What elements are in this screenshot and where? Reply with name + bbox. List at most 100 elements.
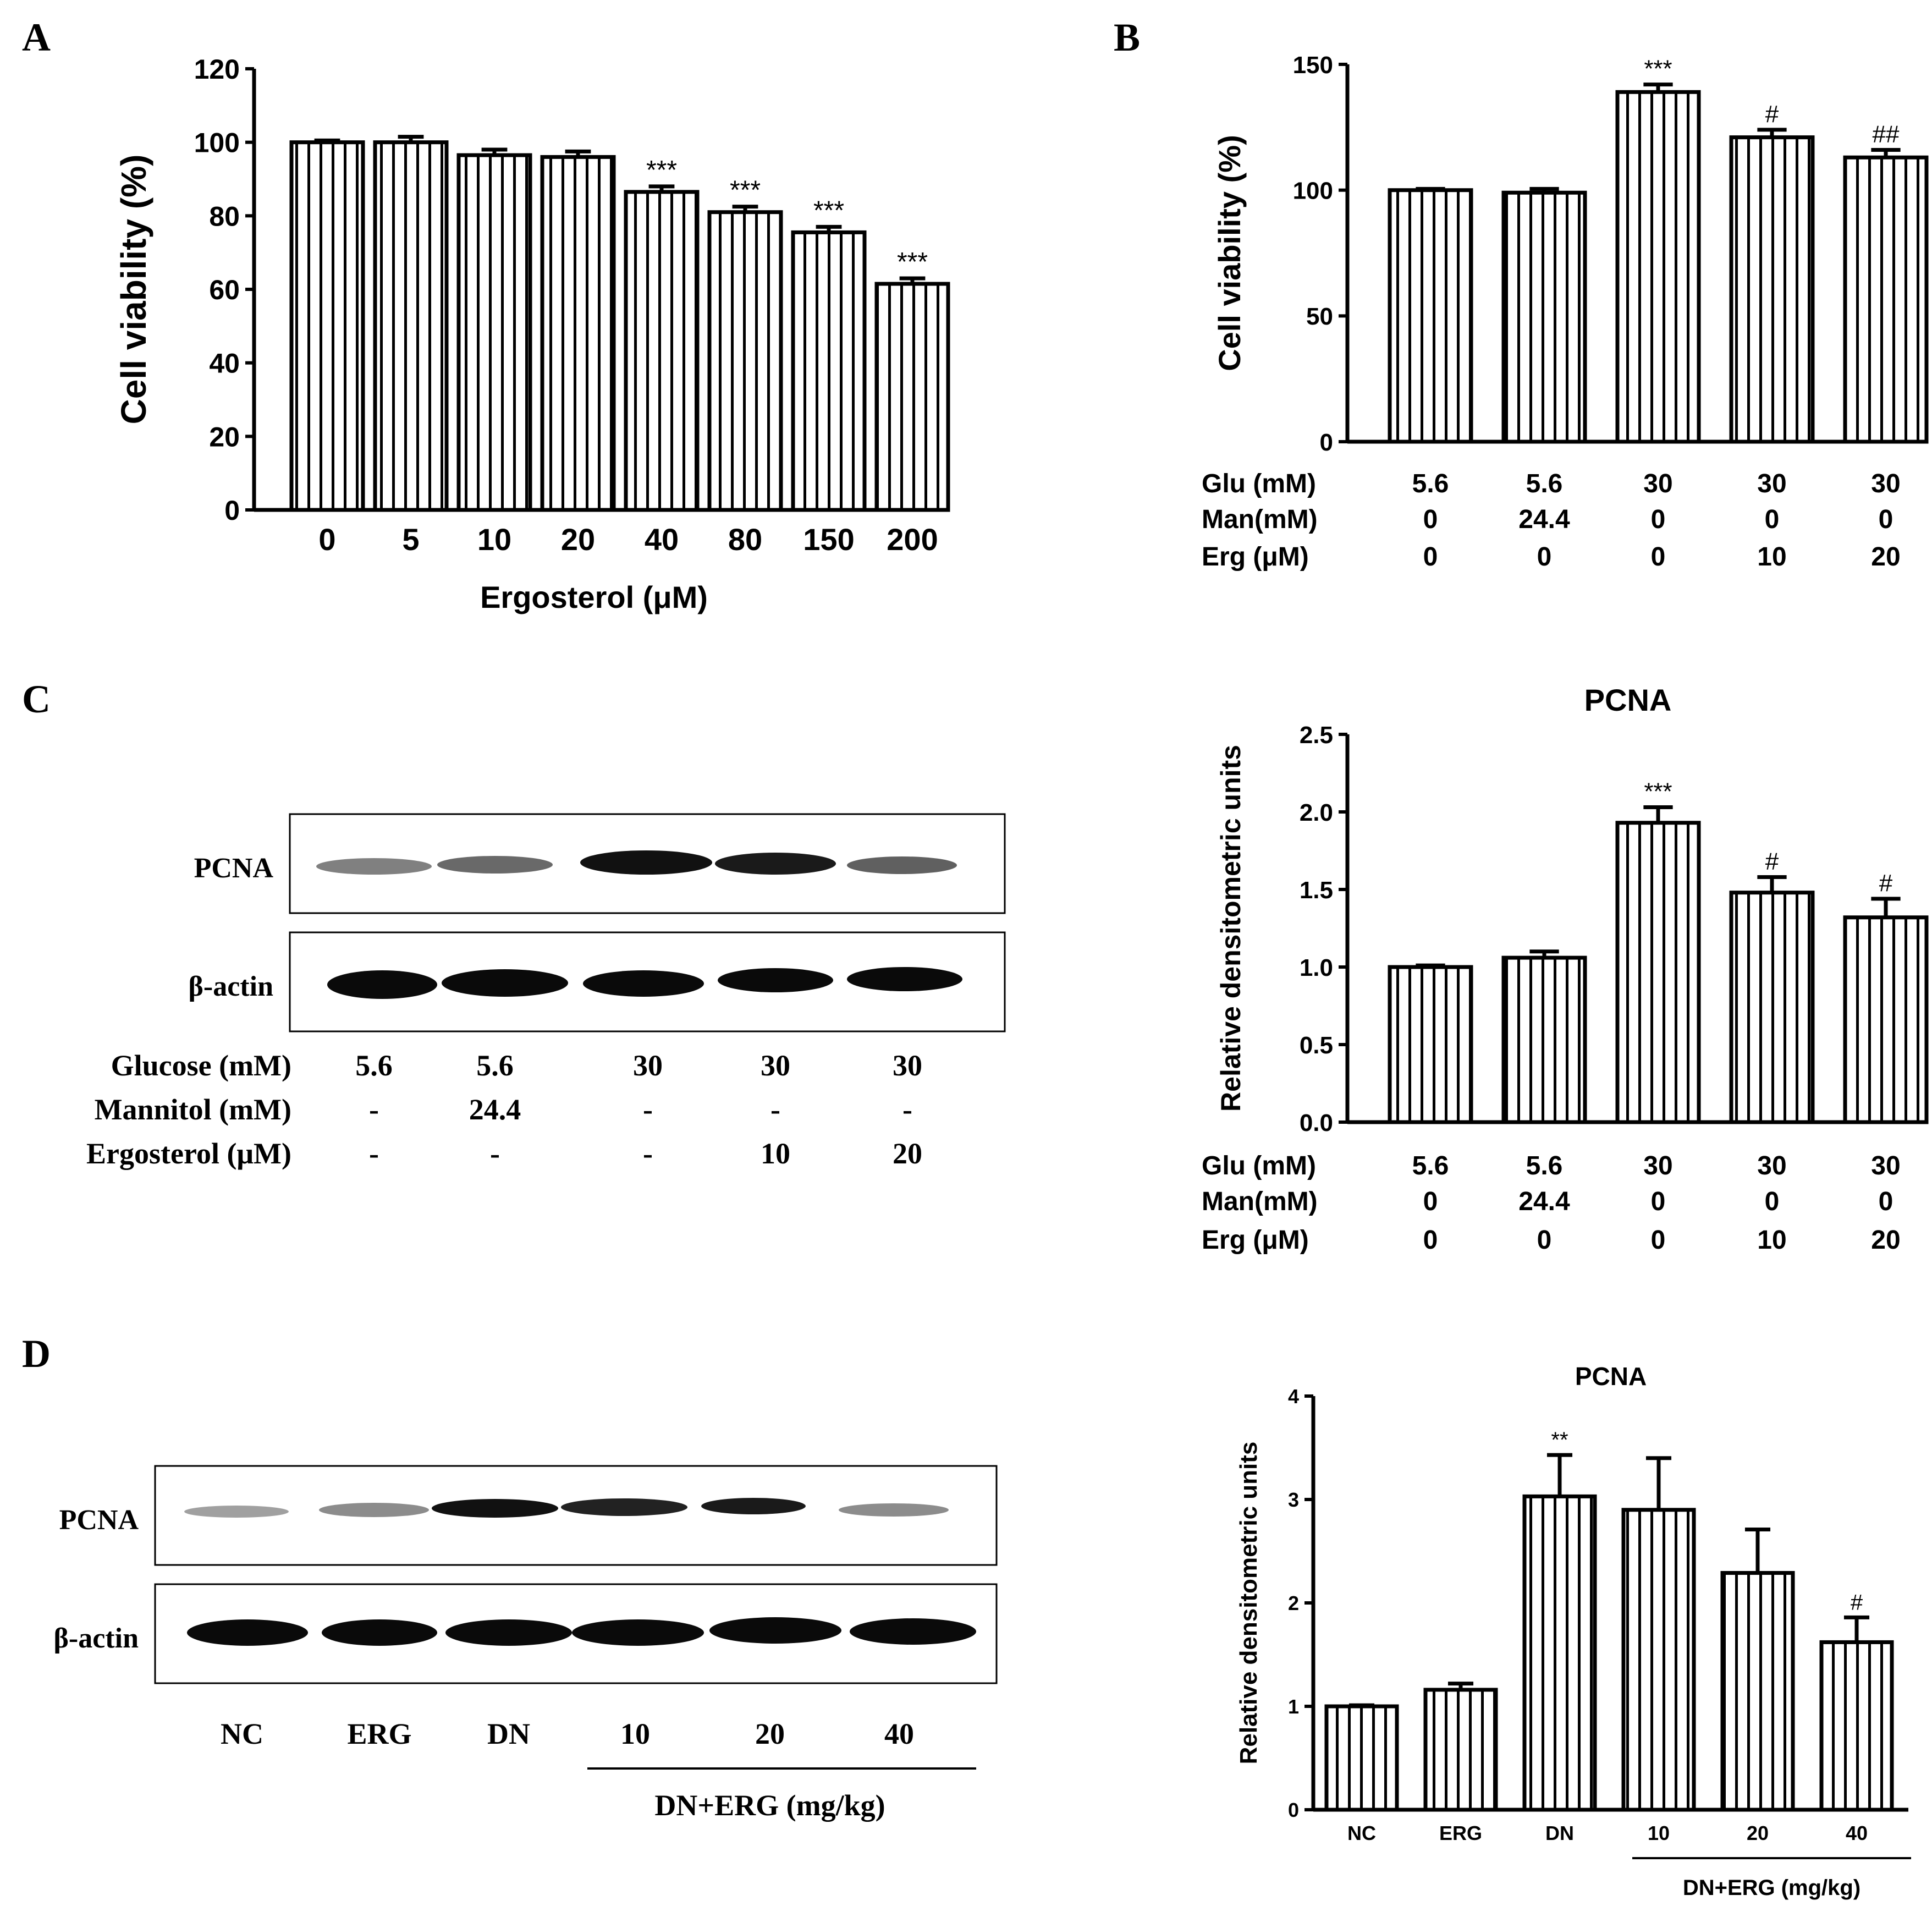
blot-c-condition-value: -: [643, 1137, 653, 1170]
c-significance-label: #: [1765, 848, 1779, 875]
a-x-tick-label: 10: [477, 522, 511, 557]
d-bar: [1621, 1508, 1696, 1812]
blot-c-condition-value: 24.4: [469, 1093, 521, 1126]
a-bar: [874, 282, 950, 512]
b-y-tick-label: 150: [1293, 52, 1333, 79]
c-condition-value: 30: [1871, 1151, 1900, 1180]
d-bar: [1423, 1688, 1498, 1812]
c-condition-value: 0: [1651, 1187, 1666, 1216]
a-significance-label: ***: [646, 156, 677, 185]
c-condition-value: 30: [1757, 1151, 1786, 1180]
a-y-tick-label: 100: [194, 128, 240, 158]
c-chart-title: PCNA: [1584, 683, 1672, 717]
c-bar: [1501, 955, 1587, 1124]
d-significance-label: #: [1851, 1590, 1863, 1614]
blot-c-pcna-band-5: [847, 856, 957, 874]
a-bar: [289, 140, 365, 512]
blot-d-row-label-pcna: PCNA: [59, 1504, 139, 1536]
c-condition-value: 30: [1643, 1151, 1672, 1180]
a-x-tick-label: 0: [318, 522, 335, 557]
c-condition-value: 0: [1765, 1187, 1780, 1216]
b-bar: [1501, 190, 1587, 444]
blot-c-actin-band-5: [847, 967, 962, 991]
b-bar: [1615, 90, 1701, 444]
c-condition-value: 0: [1423, 1187, 1438, 1216]
b-significance-label: ***: [1644, 56, 1672, 83]
blot-c-condition-value: -: [643, 1093, 653, 1126]
c-condition-label: Man(mM): [1202, 1187, 1318, 1216]
c-condition-value: 0: [1651, 1226, 1666, 1255]
c-y-tick-label: 0.5: [1300, 1032, 1333, 1059]
b-y-tick-label: 50: [1306, 303, 1333, 330]
a-x-tick-label: 150: [803, 522, 854, 557]
a-bar: [373, 140, 449, 512]
blot-d-pcna-box: [154, 1465, 998, 1566]
blot-c-conditions: Glucose (mM) 5.6 5.6 30 30 30 Mannitol (mM) - 24…: [86, 1049, 922, 1170]
b-condition-value: 0: [1765, 505, 1780, 534]
blot-d-actin-band-2: [322, 1619, 437, 1646]
blot-d-pcna-band-4: [561, 1498, 687, 1516]
b-condition-value: 20: [1871, 542, 1900, 572]
d-x-tick-label: 20: [1747, 1822, 1769, 1844]
blot-d-lane-label: 40: [884, 1717, 914, 1750]
c-condition-label: Glu (mM): [1202, 1151, 1316, 1180]
blot-d-actin-band-5: [709, 1617, 841, 1644]
blot-c-pcna-band-2: [437, 856, 553, 874]
blot-d-actin-band-4: [572, 1619, 704, 1646]
a-significance-label: ***: [813, 196, 844, 225]
c-y-tick-label: 2.5: [1300, 722, 1333, 749]
c-condition-value: 10: [1757, 1226, 1786, 1255]
c-bar: [1388, 965, 1473, 1124]
blot-c-row-label-actin: β-actin: [189, 971, 274, 1002]
a-x-tick-label: 200: [887, 522, 938, 557]
b-condition-value: 24.4: [1518, 505, 1570, 534]
d-bar: [1522, 1494, 1597, 1812]
d-significance-label: **: [1551, 1428, 1568, 1452]
a-bar: [707, 210, 783, 512]
a-bar: [456, 153, 532, 512]
c-condition-label: Erg (μM): [1202, 1226, 1309, 1255]
b-significance-label: #: [1765, 101, 1779, 128]
b-bar: [1843, 155, 1929, 444]
panel-letter-b: B: [1114, 15, 1140, 59]
b-condition-value: 0: [1423, 542, 1438, 572]
blot-d-actin-band-1: [187, 1619, 308, 1646]
d-x-tick-label: 10: [1648, 1822, 1670, 1844]
blot-c-condition-value: 30: [633, 1049, 663, 1082]
a-x-tick-label: 40: [645, 522, 679, 557]
a-x-tick-label: 20: [561, 522, 595, 557]
b-condition-label: Man(mM): [1202, 505, 1318, 534]
c-y-tick-label: 2.0: [1300, 799, 1333, 826]
c-condition-value: 0: [1537, 1226, 1552, 1255]
blot-c-actin-band-1: [327, 970, 437, 999]
blot-c-pcna-band-1: [316, 858, 432, 875]
blot-c-condition-value: 10: [761, 1137, 790, 1170]
c-condition-value: 20: [1871, 1226, 1900, 1255]
western-blot-c: PCNA β-actin Glucose (mM) 5.6 5.6 30 30 30 Man…: [86, 813, 1006, 1170]
blot-c-condition-label: Mannitol (mM): [95, 1093, 291, 1126]
blot-c-condition-value: -: [770, 1093, 780, 1126]
a-bar: [624, 190, 700, 512]
c-condition-value: 0: [1423, 1226, 1438, 1255]
c-significance-label: #: [1879, 870, 1893, 897]
blot-d-pcna-band-1: [184, 1506, 289, 1518]
c-y-tick-label: 1.5: [1300, 877, 1333, 904]
a-bar: [540, 155, 616, 512]
b-condition-label: Glu (mM): [1202, 469, 1316, 498]
blot-c-condition-value: 30: [761, 1049, 790, 1082]
d-bar: [1324, 1704, 1399, 1812]
chart-d: 0 1 2 3 4 Relative densitometric units PCNA NC E…: [1235, 1362, 1911, 1900]
blot-c-actin-band-2: [442, 969, 568, 997]
blot-c-condition-value: 20: [893, 1137, 922, 1170]
a-x-tick-label: 5: [402, 522, 419, 557]
blot-c-condition-value: 30: [893, 1049, 922, 1082]
blot-c-condition-value: -: [369, 1093, 379, 1126]
b-condition-value: 0: [1879, 505, 1894, 534]
b-condition-value: 0: [1537, 542, 1552, 572]
a-y-axis-label: Cell viability (%): [114, 155, 153, 425]
b-bar: [1729, 135, 1815, 444]
d-y-axis-label: Relative densitometric units: [1235, 1442, 1262, 1765]
western-blot-d: PCNA β-actin NC ERG DN 10 20 40 DN+ERG (mg/kg): [54, 1465, 998, 1822]
b-y-tick-label: 0: [1320, 429, 1333, 456]
a-y-tick-label: 120: [194, 54, 240, 85]
